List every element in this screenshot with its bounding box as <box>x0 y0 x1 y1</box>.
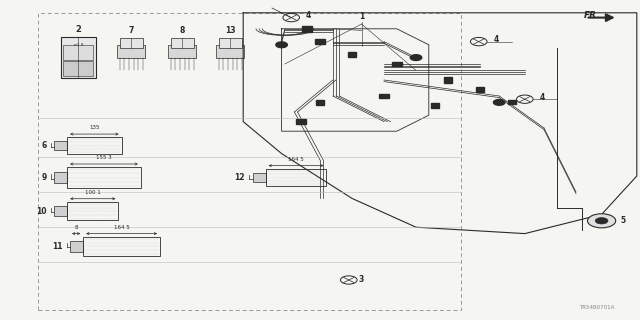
Bar <box>67 167 141 188</box>
Bar <box>117 45 145 58</box>
Circle shape <box>595 218 608 224</box>
Bar <box>219 38 242 48</box>
Text: 4: 4 <box>306 12 311 20</box>
Text: 135: 135 <box>89 125 100 130</box>
Bar <box>296 119 306 124</box>
Text: 4: 4 <box>493 36 499 44</box>
Bar <box>476 87 484 92</box>
Bar <box>63 61 93 76</box>
Bar <box>253 173 266 182</box>
Bar <box>315 39 325 44</box>
Bar <box>67 137 122 154</box>
Text: 5: 5 <box>621 216 626 225</box>
Bar <box>61 37 96 78</box>
Bar <box>54 141 67 150</box>
Text: 10: 10 <box>36 207 47 216</box>
Bar <box>171 38 194 48</box>
Text: 6: 6 <box>42 141 47 150</box>
Text: TR54B0701A: TR54B0701A <box>579 305 614 310</box>
Circle shape <box>410 55 422 60</box>
Text: 13: 13 <box>225 26 236 35</box>
Bar <box>392 61 402 66</box>
Text: 8: 8 <box>74 225 78 230</box>
Bar <box>266 169 326 186</box>
Bar <box>67 202 118 220</box>
Text: 100 1: 100 1 <box>85 190 100 195</box>
Bar <box>316 100 324 105</box>
Text: 11: 11 <box>52 242 63 251</box>
Text: 164 5: 164 5 <box>288 157 304 162</box>
Bar <box>70 241 83 252</box>
Bar <box>431 103 439 108</box>
Bar <box>38 13 461 310</box>
Bar <box>302 26 312 32</box>
Text: 2: 2 <box>76 25 81 34</box>
Circle shape <box>276 42 287 48</box>
Bar <box>348 52 356 57</box>
Text: 8: 8 <box>180 26 185 35</box>
Text: ø1 9: ø1 9 <box>74 43 83 47</box>
Circle shape <box>493 100 505 105</box>
Bar <box>120 38 143 48</box>
Text: FR.: FR. <box>584 11 600 20</box>
Bar <box>444 77 452 83</box>
Bar <box>83 237 160 256</box>
Text: 155 3: 155 3 <box>96 155 112 160</box>
Bar <box>380 93 389 99</box>
Text: 4: 4 <box>540 93 545 102</box>
Bar <box>54 206 67 216</box>
Text: 7: 7 <box>129 26 134 35</box>
Bar <box>168 45 196 58</box>
Text: 9: 9 <box>42 173 47 182</box>
Text: 164 5: 164 5 <box>114 225 129 230</box>
Bar <box>63 45 93 60</box>
Bar <box>508 100 516 104</box>
Text: 12: 12 <box>235 173 245 182</box>
Text: 3: 3 <box>358 276 364 284</box>
Bar <box>216 45 244 58</box>
Circle shape <box>588 214 616 228</box>
Text: 1: 1 <box>359 12 364 21</box>
Bar <box>54 172 67 183</box>
